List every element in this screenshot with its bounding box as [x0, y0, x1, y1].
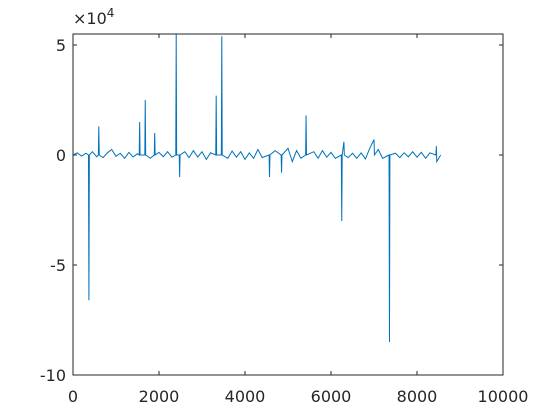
x-tick-label: 6000 [311, 387, 352, 406]
x-tick-label: 4000 [225, 387, 266, 406]
y-tick-label: 5 [56, 36, 66, 55]
x-tick-label: 8000 [397, 387, 438, 406]
y-exponent-power: 4 [107, 6, 115, 20]
x-tick-label: 0 [68, 387, 78, 406]
y-tick-label: -10 [40, 366, 66, 385]
x-tick-label: 10000 [478, 387, 529, 406]
axes-box [72, 33, 504, 376]
y-tick-label: -5 [50, 256, 66, 275]
y-exponent-base: ×10 [73, 9, 107, 28]
data-line [72, 33, 442, 343]
x-tick-label: 2000 [139, 387, 180, 406]
y-exponent: ×104 [73, 6, 114, 28]
y-tick-label: 0 [56, 146, 66, 165]
